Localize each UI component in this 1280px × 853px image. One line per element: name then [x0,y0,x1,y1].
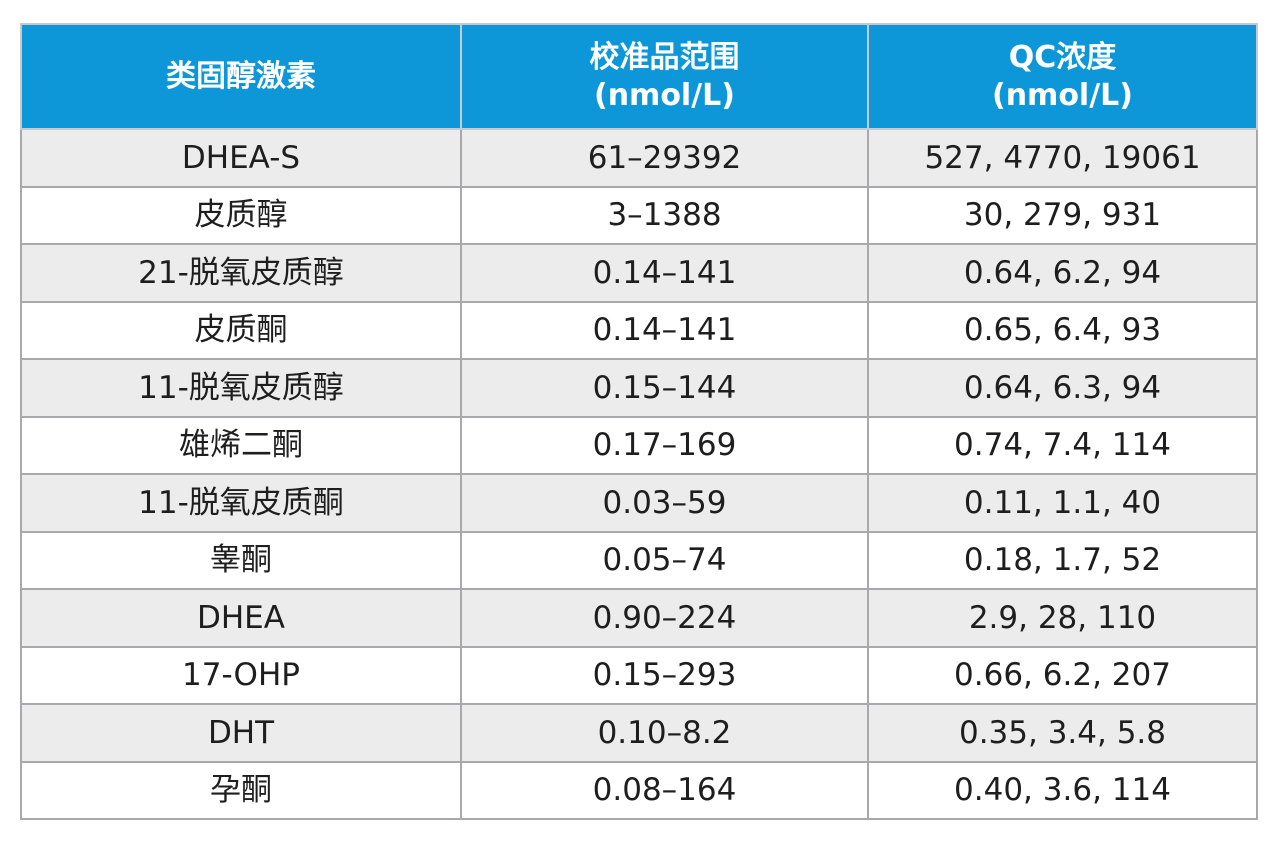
cell-qc-concentration: 0.64, 6.2, 94 [867,243,1258,303]
cell-calibrator-range: 0.14–141 [460,300,869,360]
header-qc-concentration-label: QC浓度 [1008,39,1117,75]
header-steroid-label: 类固醇激素 [166,58,316,94]
table-row: 睾酮 0.05–74 0.18, 1.7, 52 [20,530,1258,590]
header-qc-concentration-unit: (nmol/L) [991,77,1133,113]
cell-calibrator-range: 0.15–293 [460,645,869,705]
header-calibrator-range-label: 校准品范围 [589,39,740,75]
cell-steroid: 皮质醇 [20,185,462,245]
cell-qc-concentration: 0.74, 7.4, 114 [867,415,1258,475]
table-row: 雄烯二酮 0.17–169 0.74, 7.4, 114 [20,415,1258,475]
cell-steroid: 雄烯二酮 [20,415,462,475]
cell-steroid: 21-脱氧皮质醇 [20,243,462,303]
header-qc-concentration: QC浓度 (nmol/L) [867,23,1258,130]
table-row: DHEA 0.90–224 2.9, 28, 110 [20,588,1258,648]
cell-steroid: DHEA-S [20,128,462,188]
cell-steroid: 17-OHP [20,645,462,705]
cell-steroid: 皮质酮 [20,300,462,360]
table-row: 11-脱氧皮质酮 0.03–59 0.11, 1.1, 40 [20,473,1258,533]
table-row: DHT 0.10–8.2 0.35, 3.4, 5.8 [20,703,1258,763]
cell-qc-concentration: 0.66, 6.2, 207 [867,645,1258,705]
cell-qc-concentration: 2.9, 28, 110 [867,588,1258,648]
header-steroid: 类固醇激素 [20,23,462,130]
header-row: 类固醇激素 校准品范围 (nmol/L) QC浓度 (nmol/L) [20,23,1258,130]
cell-qc-concentration: 0.18, 1.7, 52 [867,530,1258,590]
table-row: 皮质醇 3–1388 30, 279, 931 [20,185,1258,245]
table-row: 17-OHP 0.15–293 0.66, 6.2, 207 [20,645,1258,705]
cell-qc-concentration: 527, 4770, 19061 [867,128,1258,188]
cell-steroid: 11-脱氧皮质酮 [20,473,462,533]
cell-qc-concentration: 0.11, 1.1, 40 [867,473,1258,533]
table-row: 孕酮 0.08–164 0.40, 3.6, 114 [20,760,1258,820]
cell-qc-concentration: 0.35, 3.4, 5.8 [867,703,1258,763]
cell-calibrator-range: 0.15–144 [460,358,869,418]
cell-steroid: 孕酮 [20,760,462,820]
table-body: DHEA-S 61–29392 527, 4770, 19061 皮质醇 3–1… [20,128,1258,820]
cell-qc-concentration: 0.64, 6.3, 94 [867,358,1258,418]
cell-calibrator-range: 0.17–169 [460,415,869,475]
steroid-table: 类固醇激素 校准品范围 (nmol/L) QC浓度 (nmol/L) DHEA-… [20,23,1258,820]
cell-calibrator-range: 0.90–224 [460,588,869,648]
header-calibrator-range: 校准品范围 (nmol/L) [460,23,869,130]
cell-steroid: DHEA [20,588,462,648]
table-row: DHEA-S 61–29392 527, 4770, 19061 [20,128,1258,188]
cell-qc-concentration: 0.40, 3.6, 114 [867,760,1258,820]
cell-calibrator-range: 0.03–59 [460,473,869,533]
cell-calibrator-range: 61–29392 [460,128,869,188]
cell-steroid: 11-脱氧皮质醇 [20,358,462,418]
table-header: 类固醇激素 校准品范围 (nmol/L) QC浓度 (nmol/L) [20,23,1258,130]
table-row: 11-脱氧皮质醇 0.15–144 0.64, 6.3, 94 [20,358,1258,418]
cell-steroid: 睾酮 [20,530,462,590]
cell-steroid: DHT [20,703,462,763]
cell-calibrator-range: 0.10–8.2 [460,703,869,763]
header-calibrator-range-unit: (nmol/L) [593,77,735,113]
cell-calibrator-range: 3–1388 [460,185,869,245]
steroid-table-container: 类固醇激素 校准品范围 (nmol/L) QC浓度 (nmol/L) DHEA-… [20,23,1258,820]
table-row: 皮质酮 0.14–141 0.65, 6.4, 93 [20,300,1258,360]
cell-calibrator-range: 0.14–141 [460,243,869,303]
table-row: 21-脱氧皮质醇 0.14–141 0.64, 6.2, 94 [20,243,1258,303]
cell-qc-concentration: 0.65, 6.4, 93 [867,300,1258,360]
cell-qc-concentration: 30, 279, 931 [867,185,1258,245]
cell-calibrator-range: 0.05–74 [460,530,869,590]
cell-calibrator-range: 0.08–164 [460,760,869,820]
